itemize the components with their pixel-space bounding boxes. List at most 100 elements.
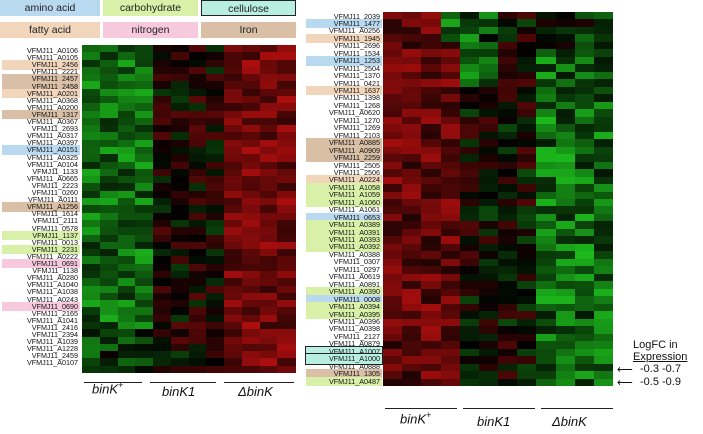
heatmap-cell [241, 329, 260, 338]
heatmap-cell [517, 131, 537, 140]
heatmap-cell [536, 56, 556, 65]
heatmap-cell [383, 131, 403, 140]
heatmap-cell [99, 168, 118, 177]
heatmap-cell [99, 351, 118, 359]
heatmap-cell [170, 329, 189, 338]
heatmap-cell [188, 300, 207, 308]
heatmap-cell [459, 326, 480, 335]
heatmap-cell [188, 358, 207, 367]
heatmap-cell [224, 278, 243, 287]
gene-label: VFMJ11_A1000 [305, 353, 383, 365]
heatmap-cell [574, 56, 595, 65]
heatmap-cell [421, 281, 441, 290]
heatmap-cell [517, 318, 537, 327]
heatmap-cell [402, 124, 422, 133]
heatmap-cell [440, 333, 461, 342]
heatmap-cell [574, 371, 595, 379]
heatmap-cell [117, 168, 136, 177]
heatmap-cell [259, 154, 278, 163]
left-group-label-bink-plus: binK+ [92, 380, 124, 397]
heatmap-cell [555, 356, 576, 365]
heatmap-cell [383, 101, 403, 110]
heatmap-cell [206, 321, 225, 330]
gene-label: VFMJ11_A0487 [306, 376, 382, 386]
heatmap-cell [536, 341, 556, 350]
heatmap-cell [135, 307, 154, 316]
heatmap-cell [153, 81, 172, 90]
heatmap-cell [402, 288, 422, 297]
heatmap-cell [206, 96, 225, 104]
heatmap-cell [593, 348, 614, 357]
heatmap-cell [536, 101, 556, 110]
right-group-label-delta-bink: ΔbinK [552, 414, 587, 429]
heatmap-cell [402, 236, 422, 245]
heatmap-cell [517, 333, 537, 342]
heatmap-cell [555, 236, 576, 245]
heatmap-cell [135, 52, 154, 61]
heatmap-cell [82, 300, 101, 308]
heatmap-cell [259, 52, 278, 61]
heatmap-cell [383, 318, 403, 327]
heatmap-cell [224, 358, 243, 367]
heatmap-cell [206, 147, 225, 155]
heatmap-cell [224, 81, 243, 90]
heatmap-cell [498, 341, 518, 350]
heatmap-cell [188, 256, 207, 265]
heatmap-cell [459, 258, 480, 267]
heatmap-cell [170, 285, 189, 294]
heatmap-cell [421, 169, 441, 178]
heatmap-cell [170, 365, 189, 374]
heatmap-cell [82, 321, 101, 330]
heatmap-cell [241, 110, 260, 119]
heatmap-cell [517, 191, 537, 200]
heatmap-cell [593, 86, 614, 95]
heatmap-cell [478, 56, 499, 65]
gene-label: VFMJ11_2039 [333, 11, 380, 21]
heatmap-cell [574, 191, 595, 200]
heatmap-cell [383, 191, 403, 200]
heatmap-cell [135, 300, 154, 308]
heatmap-cell [224, 263, 243, 272]
heatmap-cell [459, 94, 480, 103]
heatmap-cell [421, 273, 441, 282]
heatmap-cell [153, 103, 172, 112]
heatmap-cell [259, 59, 278, 68]
heatmap-cell [153, 205, 172, 214]
heatmap-cell [536, 94, 556, 103]
heatmap-cell [82, 227, 101, 235]
heatmap-cell [517, 303, 537, 312]
heatmap-cell [440, 146, 461, 155]
heatmap-cell [536, 34, 556, 43]
heatmap-cell [402, 363, 422, 372]
heatmap-cell [383, 266, 403, 275]
heatmap-cell [277, 241, 296, 250]
heatmap-cell [421, 258, 441, 267]
heatmap-cell [555, 311, 576, 320]
heatmap-cell [277, 358, 296, 367]
heatmap-cell [498, 154, 518, 163]
gene-label: VFMJ11_1477 [306, 18, 382, 29]
heatmap-cell [277, 278, 296, 287]
heatmap-cell [224, 176, 243, 184]
heatmap-cell [498, 34, 518, 43]
gene-label: VFMJ11_A0393 [306, 235, 382, 245]
heatmap-cell [593, 49, 614, 58]
heatmap-cell [224, 96, 243, 104]
heatmap-cell [555, 12, 576, 20]
heatmap-cell [82, 336, 101, 345]
heatmap-cell [421, 236, 441, 245]
heatmap-cell [188, 125, 207, 133]
heatmap-cell [478, 19, 499, 28]
heatmap-cell [498, 311, 518, 320]
heatmap-cell [170, 96, 189, 104]
heatmap-cell [440, 311, 461, 320]
heatmap-cell [555, 139, 576, 148]
heatmap-cell [135, 103, 154, 112]
gene-label: VFMJ11_A0325 [26, 152, 78, 162]
heatmap-cell [241, 234, 260, 243]
heatmap-cell [277, 336, 296, 345]
heatmap-cell [555, 318, 576, 327]
heatmap-cell [555, 281, 576, 290]
gene-label: VFMJ11_A1038 [26, 287, 78, 297]
heatmap-cell [259, 132, 278, 141]
